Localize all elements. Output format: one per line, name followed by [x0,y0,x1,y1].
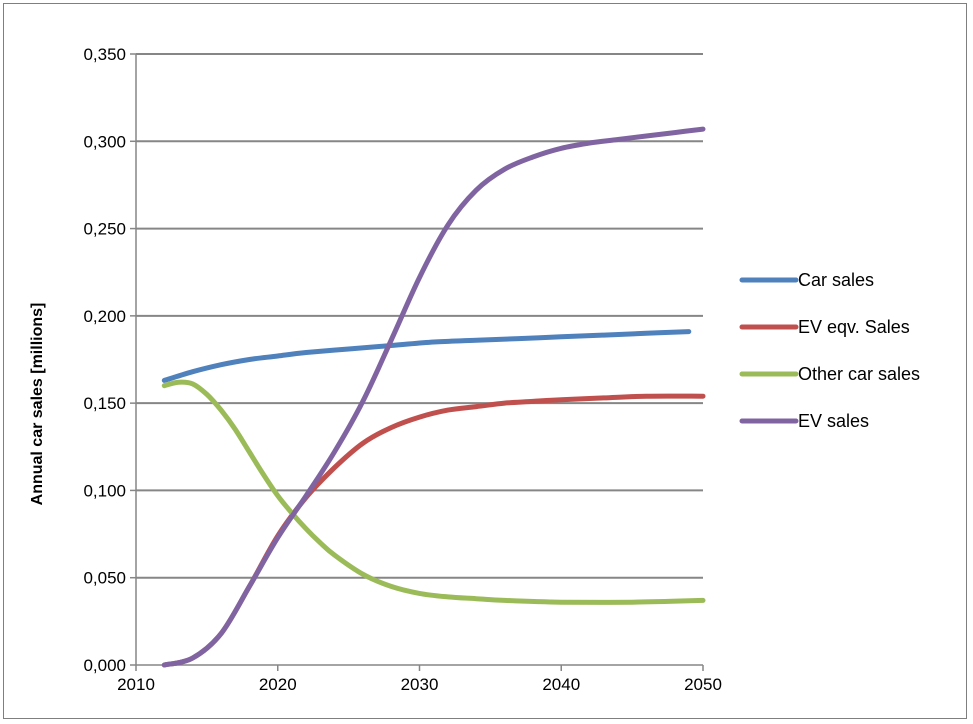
axes [130,53,704,671]
series-line-other-car-sales [161,379,706,605]
y-tick-label: 0,050 [83,569,126,588]
y-tick-label: 0,350 [83,45,126,64]
legend-label: Car sales [798,270,874,290]
legend-label: EV sales [798,411,869,431]
legend-label: Other car sales [798,364,920,384]
legend: Car sales EV eqv. Sales Other car sales EV … [739,270,920,431]
x-tick-label: 2020 [259,675,297,694]
legend-item-other-car-sales: Other car sales [739,364,920,384]
y-tick-label: 0,000 [83,656,126,675]
y-tick-label: 0,100 [83,481,126,500]
x-tick-label: 2040 [542,675,580,694]
legend-item-car-sales: Car sales [739,270,874,290]
series-lines [161,126,706,668]
series-line-ev-eqv-sales [161,393,706,668]
x-tick-label: 2050 [684,675,722,694]
x-tick-label: 2030 [401,675,439,694]
gridlines [136,53,703,579]
legend-item-ev-eqv-sales: EV eqv. Sales [739,317,910,337]
series-line-ev-sales [161,126,706,668]
series-line-car-sales [161,329,692,383]
y-axis-title: Annual car sales [millions] [29,303,46,506]
y-tick-labels: 0,000 0,050 0,100 0,150 0,200 0,250 0,300 0,350 [83,45,126,675]
y-tick-label: 0,300 [83,132,126,151]
y-tick-label: 0,150 [83,394,126,413]
legend-label: EV eqv. Sales [798,317,910,337]
legend-item-ev-sales: EV sales [739,411,869,431]
y-tick-label: 0,200 [83,307,126,326]
x-tick-labels: 2010 2020 2030 2040 2050 [117,675,722,694]
y-tick-label: 0,250 [83,220,126,239]
x-tick-label: 2010 [117,675,155,694]
